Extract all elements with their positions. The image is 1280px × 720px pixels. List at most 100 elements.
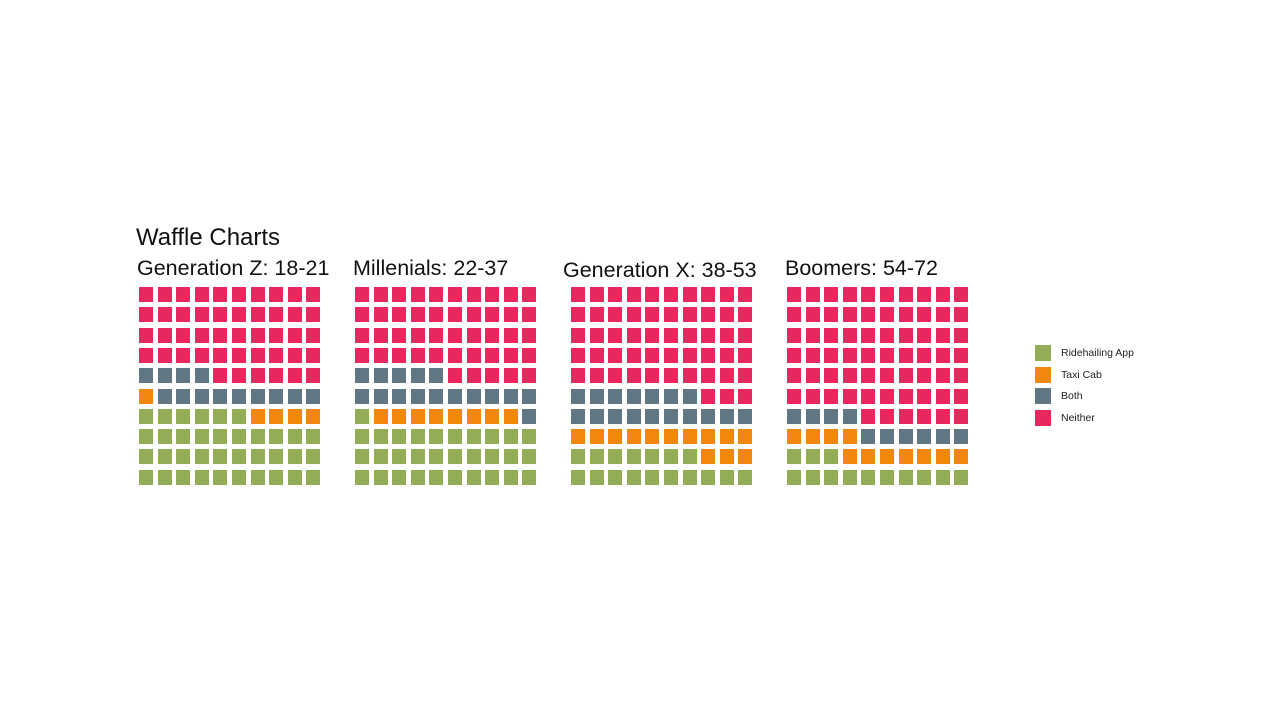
waffle-cell xyxy=(571,347,585,363)
waffle-cell xyxy=(842,449,857,465)
waffle-cell xyxy=(194,449,209,465)
waffle-cell xyxy=(306,307,321,323)
waffle-cell xyxy=(522,327,537,343)
waffle-cell xyxy=(626,287,641,302)
waffle-cell xyxy=(954,327,969,343)
waffle-cell xyxy=(861,327,876,343)
waffle-cell xyxy=(805,469,820,485)
waffle-cell xyxy=(194,408,209,424)
waffle-cell xyxy=(954,368,969,384)
waffle-cell xyxy=(824,469,839,485)
waffle-cell xyxy=(738,347,753,363)
waffle-cell xyxy=(392,368,407,384)
waffle-cell xyxy=(306,408,321,424)
waffle-cell xyxy=(392,469,407,485)
waffle-cell xyxy=(608,307,623,323)
waffle-cell xyxy=(701,408,716,424)
waffle-cell xyxy=(194,368,209,384)
waffle-cell xyxy=(139,429,153,445)
waffle-cell xyxy=(917,388,932,404)
waffle-cell xyxy=(701,429,716,445)
waffle-cell xyxy=(664,368,678,384)
waffle-cell xyxy=(213,347,228,363)
waffle-cell xyxy=(429,368,444,384)
waffle-cell xyxy=(608,287,623,302)
waffle-cell xyxy=(589,287,604,302)
waffle-cell xyxy=(213,327,228,343)
waffle-cell xyxy=(269,449,284,465)
waffle-cell xyxy=(664,469,678,485)
waffle-cell xyxy=(917,287,932,302)
waffle-cell xyxy=(139,449,153,465)
waffle-cell xyxy=(935,388,950,404)
waffle-cell xyxy=(805,287,820,302)
waffle-cell xyxy=(485,388,500,404)
waffle-cell xyxy=(139,327,153,343)
waffle-cell xyxy=(250,429,265,445)
waffle-cell xyxy=(355,429,369,445)
waffle-cell xyxy=(485,347,500,363)
waffle-cell xyxy=(157,327,172,343)
waffle-cell xyxy=(645,449,660,465)
waffle-cell xyxy=(626,408,641,424)
waffle-cell xyxy=(917,368,932,384)
waffle-cell xyxy=(269,287,284,302)
waffle-grid-boomers xyxy=(787,287,969,485)
waffle-cell xyxy=(139,388,153,404)
waffle-cell xyxy=(880,449,894,465)
waffle-cell xyxy=(373,287,388,302)
waffle-cell xyxy=(589,429,604,445)
waffle-cell xyxy=(250,327,265,343)
waffle-cell xyxy=(269,469,284,485)
waffle-cell xyxy=(392,388,407,404)
waffle-cell xyxy=(306,368,321,384)
waffle-cell xyxy=(935,429,950,445)
waffle-cell xyxy=(410,347,425,363)
waffle-cell xyxy=(373,368,388,384)
waffle-cell xyxy=(880,307,894,323)
waffle-cell xyxy=(935,469,950,485)
waffle-cell xyxy=(682,429,697,445)
waffle-cell xyxy=(306,469,321,485)
waffle-cell xyxy=(466,287,481,302)
waffle-cell xyxy=(571,307,585,323)
panel-title-millenials: Millenials: 22-37 xyxy=(353,256,509,280)
waffle-cell xyxy=(157,408,172,424)
waffle-cell xyxy=(719,408,734,424)
legend-label: Taxi Cab xyxy=(1061,368,1102,381)
waffle-cell xyxy=(842,368,857,384)
waffle-cell xyxy=(701,469,716,485)
waffle-cell xyxy=(503,429,518,445)
waffle-cell xyxy=(485,368,500,384)
waffle-cell xyxy=(269,368,284,384)
waffle-cell xyxy=(522,307,537,323)
waffle-cell xyxy=(355,408,369,424)
waffle-cell xyxy=(608,469,623,485)
waffle-cell xyxy=(355,347,369,363)
waffle-cell xyxy=(701,287,716,302)
waffle-cell xyxy=(701,388,716,404)
waffle-cell xyxy=(429,449,444,465)
waffle-cell xyxy=(466,307,481,323)
waffle-cell xyxy=(664,429,678,445)
waffle-cell xyxy=(232,368,246,384)
waffle-cell xyxy=(935,307,950,323)
waffle-cell xyxy=(522,347,537,363)
waffle-cell xyxy=(898,347,913,363)
waffle-cell xyxy=(880,327,894,343)
waffle-cell xyxy=(232,388,246,404)
waffle-cell xyxy=(571,327,585,343)
waffle-cell xyxy=(373,347,388,363)
waffle-cell xyxy=(287,408,302,424)
waffle-cell xyxy=(466,327,481,343)
waffle-cell xyxy=(139,408,153,424)
waffle-cell xyxy=(503,287,518,302)
waffle-cell xyxy=(682,469,697,485)
legend-label: Neither xyxy=(1061,411,1095,424)
waffle-cell xyxy=(250,469,265,485)
waffle-cell xyxy=(373,307,388,323)
waffle-cell xyxy=(917,429,932,445)
waffle-cell xyxy=(176,347,191,363)
waffle-cell xyxy=(213,469,228,485)
waffle-cell xyxy=(880,287,894,302)
